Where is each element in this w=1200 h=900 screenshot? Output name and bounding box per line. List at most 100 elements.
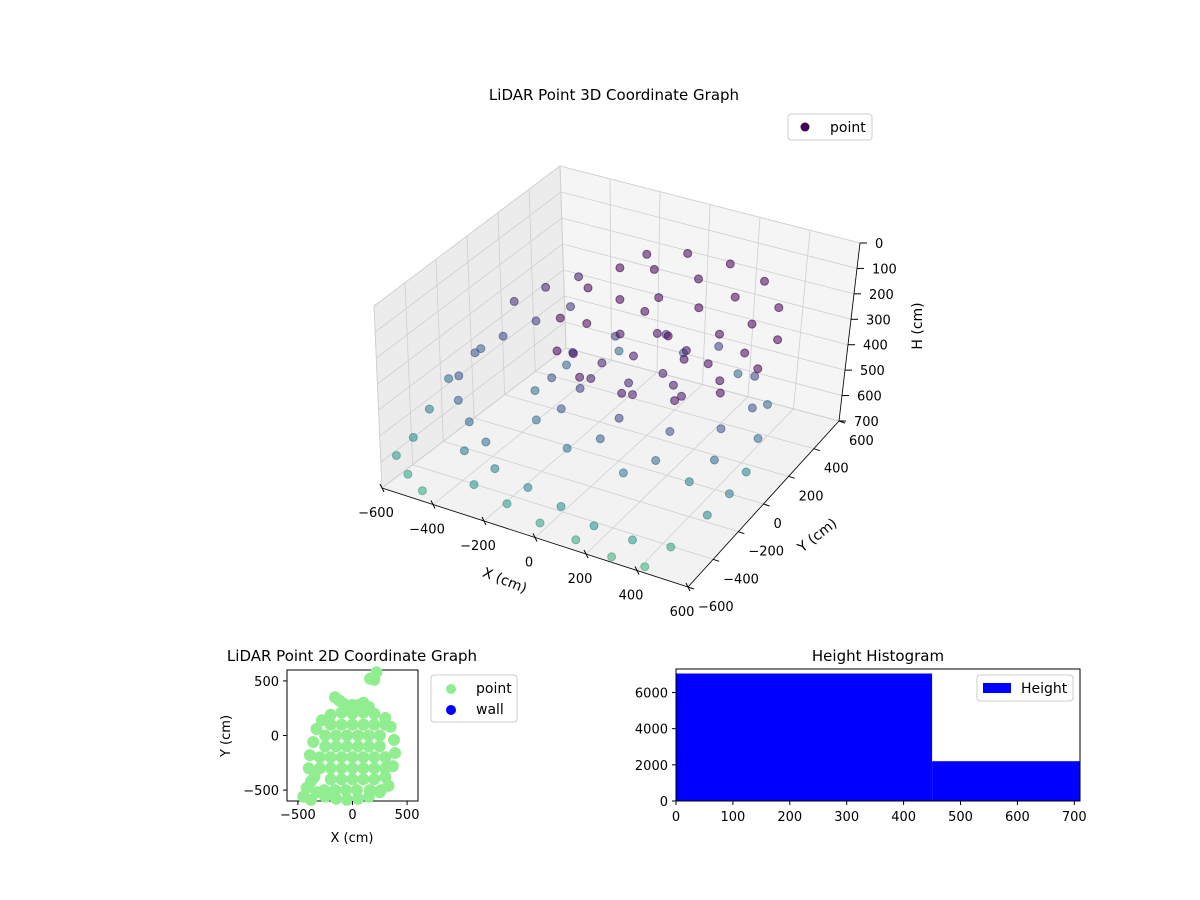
y-tick <box>713 558 720 562</box>
data-point-3d <box>547 373 557 383</box>
chart-hist-bars <box>676 673 1080 801</box>
x-tick-label-hist: 400 <box>891 810 916 825</box>
chart-3d-zlabel: H (cm) <box>910 302 926 349</box>
data-point-2d <box>379 771 392 783</box>
y-tick-label: 0 <box>774 517 782 532</box>
data-point-2d <box>305 793 317 806</box>
data-point-3d <box>531 415 541 425</box>
data-point-3d <box>562 443 572 453</box>
data-point-3d <box>615 329 625 339</box>
y-tick-label-hist: 2000 <box>635 759 668 774</box>
data-point-2d <box>389 747 402 759</box>
x-tick <box>583 549 589 559</box>
data-point-3d <box>658 368 668 378</box>
x-tick-label: 400 <box>619 589 644 604</box>
x-tick-label: −600 <box>358 506 394 521</box>
x-tick-label: 600 <box>670 605 695 620</box>
chart-3d-legend-label: point <box>830 120 866 136</box>
data-point-2d <box>318 784 331 797</box>
data-point-2d <box>357 718 370 731</box>
data-point-3d <box>556 502 566 511</box>
grid-line-z <box>379 295 846 437</box>
data-point-3d <box>753 364 763 374</box>
grid-line-z <box>381 347 840 489</box>
chart-3d: LiDAR Point 3D Coordinate Graph −600 −400… <box>358 86 926 620</box>
data-point-3d <box>668 380 678 390</box>
data-point-3d <box>555 313 565 323</box>
data-point-2d <box>341 729 353 742</box>
data-point-3d <box>670 396 680 406</box>
chart-2d-legend-label-wall: wall <box>476 702 504 718</box>
y-tick-label-hist: 0 <box>660 795 668 810</box>
data-point-2d <box>362 740 375 753</box>
data-point-2d <box>313 751 326 764</box>
data-point-3d <box>535 518 545 528</box>
data-point-3d <box>582 319 592 328</box>
y-tick-label-2d: 0 <box>271 730 279 745</box>
data-point-3d <box>774 303 784 313</box>
chart-2d-title: LiDAR Point 2D Coordinate Graph <box>227 647 477 665</box>
x-tick-label-2d: 0 <box>348 808 356 823</box>
data-point-3d <box>716 424 726 434</box>
data-point-2d <box>357 773 370 786</box>
data-point-3d <box>763 400 772 409</box>
z-tick-label: 400 <box>863 339 888 354</box>
y-tick-label-2d: 500 <box>254 675 279 690</box>
chart-hist-legend-label: Height <box>1021 681 1068 697</box>
data-point-3d <box>571 535 581 545</box>
data-point-3d <box>568 349 578 359</box>
histogram-bar <box>932 761 1080 801</box>
data-point-2d <box>335 773 348 786</box>
y-tick <box>788 475 795 479</box>
chart-3d-legend-frame <box>787 113 873 141</box>
data-point-3d <box>733 369 743 379</box>
y-tick-label: 200 <box>799 489 824 504</box>
data-point-3d <box>556 404 566 414</box>
data-point-2d <box>370 666 383 679</box>
data-point-3d <box>530 386 540 396</box>
x-tick-label-hist: 300 <box>834 810 859 825</box>
x-tick <box>481 516 487 526</box>
data-point-3d <box>583 283 593 293</box>
data-point-2d <box>368 718 381 731</box>
data-point-3d <box>666 542 676 552</box>
data-point-2d <box>339 703 352 716</box>
data-point-3d <box>640 562 650 572</box>
data-point-3d <box>694 303 704 313</box>
data-point-3d <box>714 341 724 351</box>
data-point-3d <box>453 395 463 405</box>
data-point-3d <box>679 354 689 364</box>
chart-2d: LiDAR Point 2D Coordinate Graph −500 0 500… <box>219 647 518 846</box>
z-tick-label: 700 <box>854 415 879 430</box>
chart-3d-legend: point <box>787 113 873 141</box>
data-point-2d <box>374 784 387 797</box>
data-point-2d <box>379 718 392 731</box>
chart-2d-xlabel: X (cm) <box>331 831 374 846</box>
x-tick-label-2d: 500 <box>395 808 420 823</box>
data-point-3d <box>654 293 664 303</box>
data-point-2d <box>373 740 386 753</box>
data-point-2d <box>350 784 363 797</box>
data-point-3d <box>730 292 740 302</box>
data-point-2d <box>346 773 359 786</box>
z-tick-label: 200 <box>869 288 894 303</box>
y-tick-label-hist: 6000 <box>635 687 668 702</box>
data-point-2d <box>324 718 337 731</box>
data-point-3d <box>607 552 617 562</box>
x-tick-label-hist: 600 <box>1005 810 1030 825</box>
data-point-2d <box>368 773 381 786</box>
y-tick-label: 600 <box>849 434 874 449</box>
data-point-2d <box>341 793 353 806</box>
chart-3d-points <box>391 248 784 572</box>
x-tick-label-hist: 200 <box>777 810 802 825</box>
z-tick-label: 100 <box>872 262 897 277</box>
data-point-3d <box>773 335 783 345</box>
chart-2d-points <box>297 666 402 806</box>
grid-line-z <box>377 243 852 385</box>
chart-2d-legend-marker-wall <box>446 705 456 715</box>
z-axis-line <box>838 242 861 422</box>
data-point-3d <box>724 489 734 499</box>
data-point-3d <box>615 263 625 273</box>
